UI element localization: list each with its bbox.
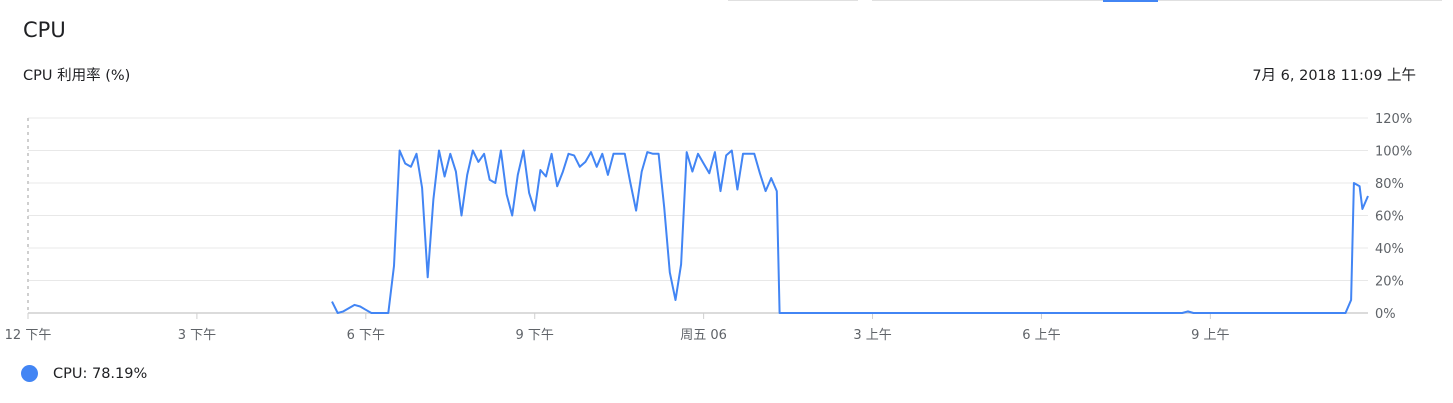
legend-label: CPU: 78.19% — [53, 366, 147, 382]
x-tick-label: 3 下午 — [178, 328, 216, 343]
y-tick-label: 120% — [1375, 112, 1412, 127]
x-tick-label: 3 上午 — [853, 328, 891, 343]
x-tick-label: 周五 06 — [680, 328, 727, 343]
legend: CPU: 78.19% — [21, 365, 147, 382]
chart-timestamp: 7月 6, 2018 11:09 上午 — [1252, 64, 1416, 85]
cpu-series-line — [332, 151, 1368, 314]
top-divider-1 — [728, 0, 858, 1]
x-tick-label: 6 下午 — [347, 328, 385, 343]
y-tick-label: 0% — [1375, 307, 1396, 322]
chart-title: CPU 利用率 (%) — [23, 64, 130, 85]
y-tick-label: 40% — [1375, 242, 1404, 257]
legend-series-dot — [21, 365, 38, 382]
x-tick-label: 9 上午 — [1191, 328, 1229, 343]
x-tick-label: 6 上午 — [1022, 328, 1060, 343]
y-tick-label: 100% — [1375, 145, 1412, 160]
x-tick-label: 12 下午 — [5, 328, 52, 343]
y-tick-label: 20% — [1375, 275, 1404, 290]
grid-layer — [28, 118, 1368, 313]
y-tick-label: 60% — [1375, 210, 1404, 225]
y-tick-label: 80% — [1375, 177, 1404, 192]
top-tab-indicator — [1103, 0, 1158, 2]
page-title: CPU — [23, 18, 66, 42]
y-tick-labels: 0% 20% 40% 60% 80% 100% 120% — [1375, 112, 1412, 322]
cpu-utilization-chart[interactable]: 0% 20% 40% 60% 80% 100% 120% 12 下午 3 下午 6 下午 9 下午… — [0, 100, 1453, 350]
x-tick-labels: 12 下午 3 下午 6 下午 9 下午 周五 06 3 上午 6 上午 9 上午 — [5, 313, 1230, 343]
x-tick-label: 9 下午 — [516, 328, 554, 343]
